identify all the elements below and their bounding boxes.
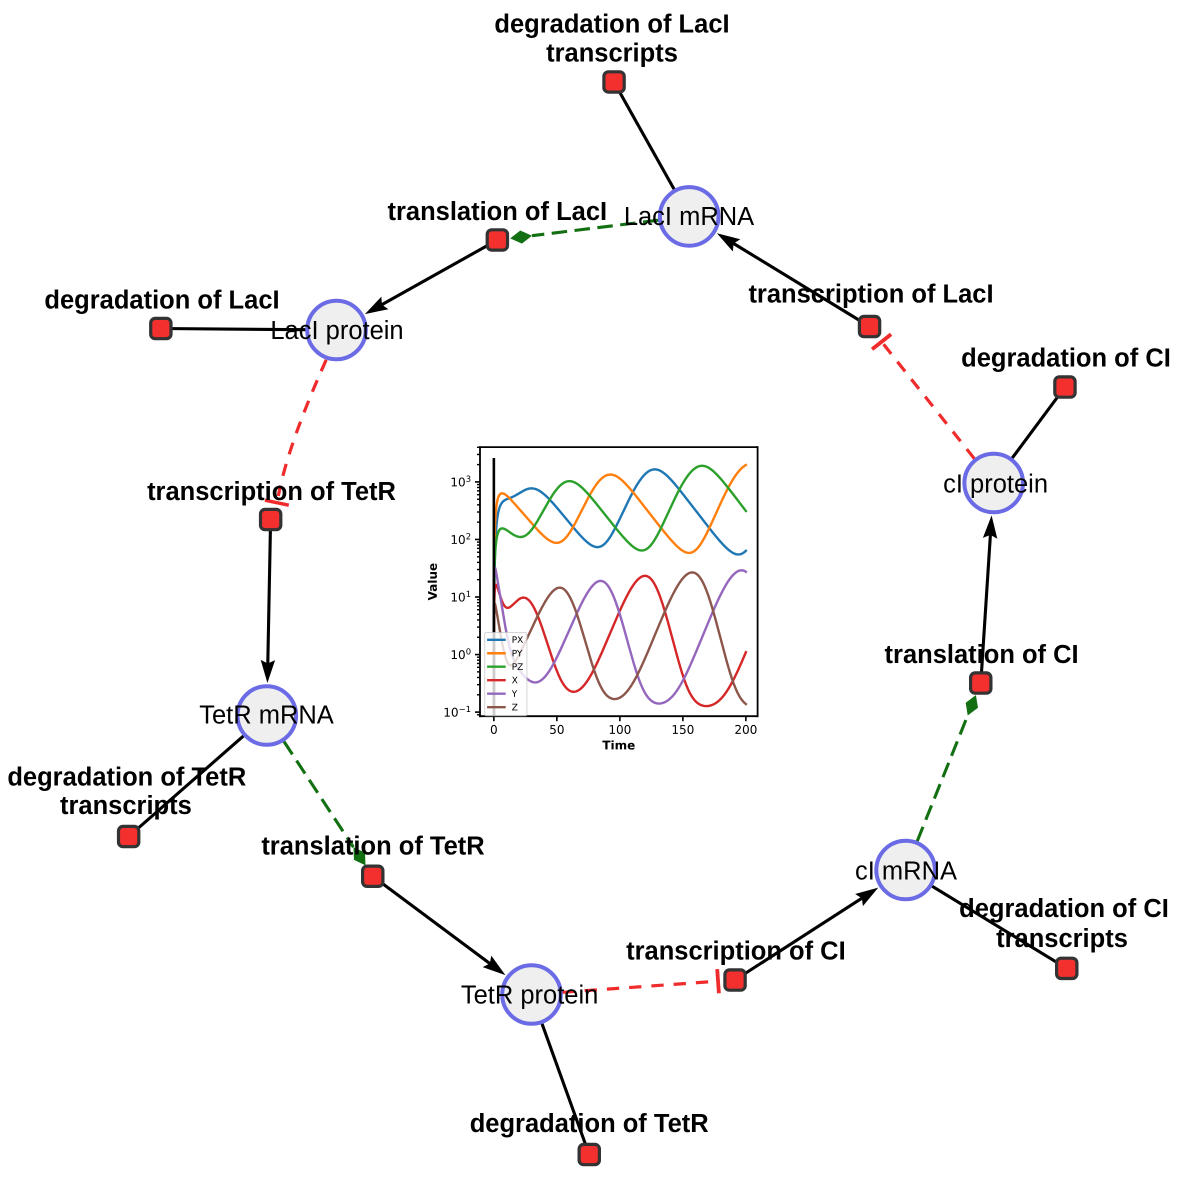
svg-text:translation of CI: translation of CI: [885, 641, 1079, 669]
svg-text:degradation of LacI: degradation of LacI: [44, 287, 279, 315]
svg-text:degradation of LacI: degradation of LacI: [494, 10, 729, 38]
svg-text:LacI mRNA: LacI mRNA: [624, 203, 754, 231]
svg-text:TetR protein: TetR protein: [461, 981, 599, 1009]
svg-text:translation of TetR: translation of TetR: [261, 832, 484, 860]
svg-text:transcription of LacI: transcription of LacI: [748, 281, 993, 309]
svg-text:TetR mRNA: TetR mRNA: [199, 701, 334, 729]
svg-text:cI protein: cI protein: [943, 471, 1048, 499]
svg-text:transcription of CI: transcription of CI: [626, 938, 846, 966]
svg-text:degradation of TetR: degradation of TetR: [470, 1110, 709, 1138]
svg-text:degradation of TetR: degradation of TetR: [7, 763, 246, 791]
svg-text:LacI protein: LacI protein: [270, 317, 403, 345]
svg-text:translation of LacI: translation of LacI: [387, 198, 607, 226]
svg-text:degradation of CI: degradation of CI: [959, 895, 1169, 923]
svg-text:degradation of CI: degradation of CI: [961, 344, 1171, 372]
svg-text:transcripts: transcripts: [996, 925, 1128, 953]
svg-text:transcription of TetR: transcription of TetR: [147, 478, 396, 506]
svg-text:cI mRNA: cI mRNA: [855, 858, 957, 886]
svg-text:transcripts: transcripts: [60, 792, 192, 820]
svg-text:transcripts: transcripts: [546, 40, 678, 68]
